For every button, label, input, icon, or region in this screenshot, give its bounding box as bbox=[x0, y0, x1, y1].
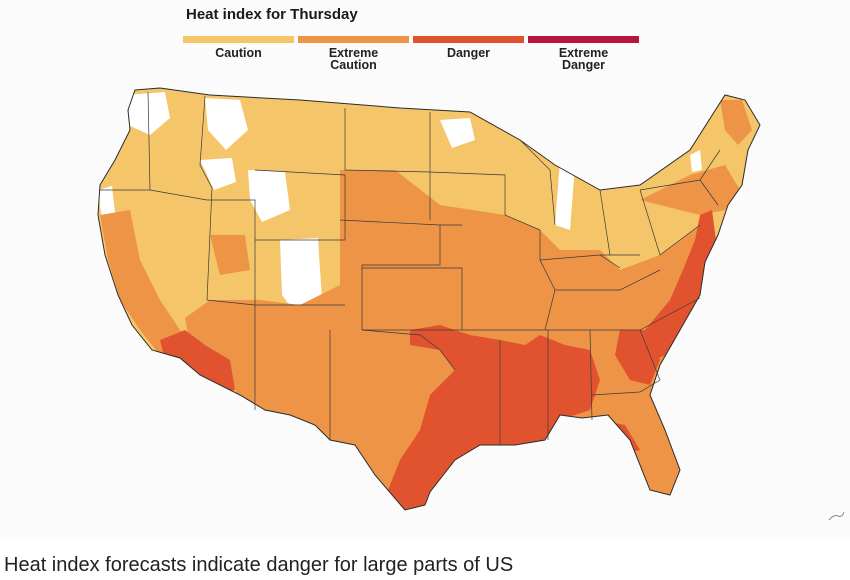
legend-label-extreme-caution: Extreme Caution bbox=[328, 46, 379, 72]
legend-item-danger: Danger bbox=[413, 36, 524, 76]
zone-none bbox=[98, 92, 702, 320]
legend-item-extreme-danger: Extreme Danger bbox=[528, 36, 639, 76]
legend-label-extreme-danger: Extreme Danger bbox=[558, 46, 609, 72]
zone-danger bbox=[160, 210, 716, 510]
legend-swatch-extreme-caution bbox=[298, 36, 409, 43]
legend-swatch-caution bbox=[183, 36, 294, 43]
legend-label-caution: Caution bbox=[215, 46, 262, 60]
compass-icon bbox=[828, 511, 845, 521]
map-title: Heat index for Thursday bbox=[186, 6, 358, 23]
legend-item-extreme-caution: Extreme Caution bbox=[298, 36, 409, 76]
legend-swatch-danger bbox=[413, 36, 524, 43]
us-heat-index-map[interactable] bbox=[0, 0, 850, 540]
map-panel: Heat index for Thursday Caution Extreme … bbox=[0, 0, 850, 540]
legend-swatch-extreme-danger bbox=[528, 36, 639, 43]
legend-label-danger: Danger bbox=[446, 46, 491, 60]
image-caption: Heat index forecasts indicate danger for… bbox=[4, 554, 514, 576]
state-borders bbox=[100, 91, 721, 445]
legend-item-caution: Caution bbox=[183, 36, 294, 76]
legend: Caution Extreme Caution Danger Extreme D… bbox=[183, 36, 639, 76]
